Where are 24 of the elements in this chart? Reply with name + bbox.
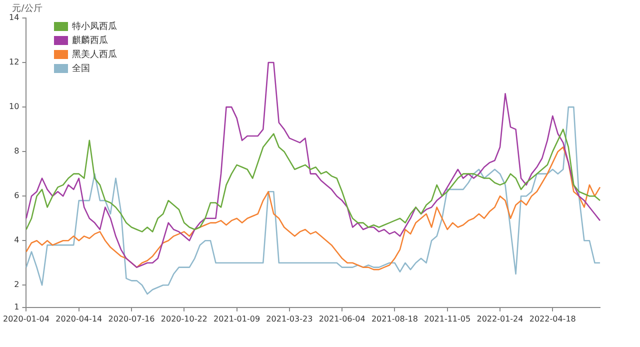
legend-label: 特小凤西瓜 <box>72 20 117 32</box>
x-tick-label: 2021-11-05 <box>424 314 471 324</box>
legend-label: 黑美人西瓜 <box>72 48 117 60</box>
x-tick-label: 2021-08-18 <box>371 314 418 324</box>
legend-label: 麒麟西瓜 <box>72 34 108 46</box>
y-tick-label: 1 <box>14 302 20 312</box>
y-tick-label: 12 <box>9 58 20 67</box>
x-tick-label: 2021-03-23 <box>266 314 313 324</box>
y-tick-label: 4 <box>14 236 20 245</box>
x-tick-label: 2022-04-18 <box>529 314 576 324</box>
y-tick-label: 10 <box>9 102 20 112</box>
y-axis-title: 元/公斤 <box>12 2 42 14</box>
y-tick-label: 8 <box>14 146 20 156</box>
y-tick-label: 6 <box>14 191 20 200</box>
x-tick-label: 2020-01-04 <box>2 314 50 324</box>
x-tick-label: 2020-10-22 <box>160 314 208 324</box>
x-tick-label: 2022-01-24 <box>476 314 524 324</box>
x-tick-label: 2021-01-09 <box>214 314 260 324</box>
y-tick-label: 2 <box>14 280 20 290</box>
legend-label: 全国 <box>72 62 90 74</box>
y-tick-label: 14 <box>9 13 20 22</box>
x-tick-label: 2020-04-14 <box>56 314 102 324</box>
x-tick-label: 2020-07-16 <box>108 314 155 324</box>
x-tick-label: 2021-06-04 <box>318 314 366 324</box>
